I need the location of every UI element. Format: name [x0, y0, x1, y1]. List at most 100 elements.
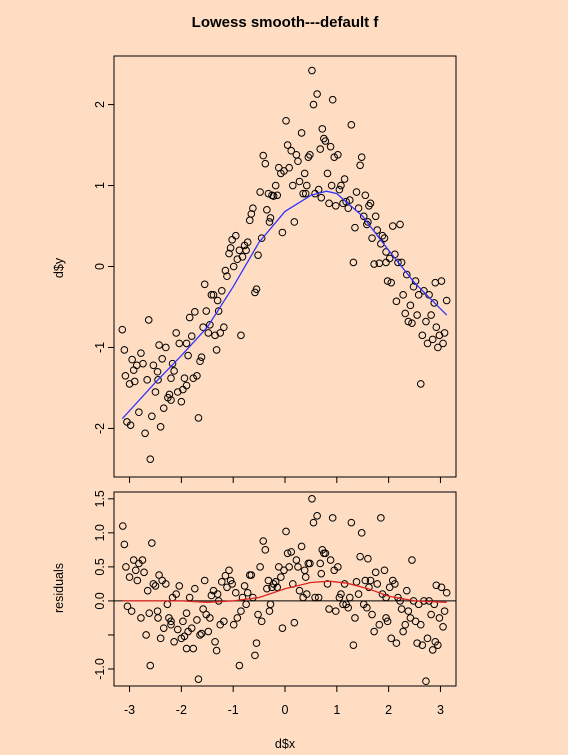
data-point: [340, 175, 349, 183]
data-point: [213, 296, 222, 305]
data-point: [295, 586, 304, 595]
data-point: [225, 566, 233, 575]
data-point: [238, 252, 247, 261]
data-point: [391, 580, 399, 588]
data-point: [159, 404, 168, 412]
data-point: [252, 285, 261, 293]
data-point: [194, 414, 203, 422]
data-point: [401, 620, 410, 629]
data-point: [229, 620, 238, 629]
data-point: [278, 228, 287, 237]
data-point: [418, 641, 427, 649]
data-point: [301, 189, 310, 198]
data-point: [287, 548, 296, 556]
data-point: [325, 605, 333, 613]
data-point: [261, 546, 270, 554]
data-point: [331, 201, 340, 210]
data-point: [282, 527, 290, 536]
data-point: [371, 568, 380, 577]
data-point: [392, 297, 401, 306]
data-point: [302, 181, 311, 190]
data-point: [257, 234, 266, 242]
data-point: [145, 609, 154, 617]
lowess-fit-line: [121, 190, 448, 420]
data-point: [323, 169, 332, 178]
data-point: [168, 359, 177, 368]
data-point: [434, 343, 442, 352]
data-point: [223, 272, 231, 281]
data-point: [126, 421, 135, 429]
data-point: [217, 578, 226, 586]
data-point: [213, 590, 222, 598]
data-point: [172, 329, 180, 337]
data-point: [382, 258, 390, 267]
data-point: [397, 605, 406, 613]
data-point: [172, 590, 180, 598]
bottom-y-tick-label: 0.0: [93, 592, 107, 609]
data-point: [430, 600, 439, 609]
data-point: [413, 311, 421, 319]
data-point: [217, 286, 226, 295]
data-point: [306, 150, 314, 159]
data-point: [278, 624, 287, 632]
data-point: [357, 153, 366, 162]
x-tick-label: -3: [124, 703, 135, 717]
data-point: [357, 529, 366, 537]
data-point: [308, 495, 316, 503]
data-point: [337, 590, 345, 598]
data-point: [140, 568, 148, 577]
data-point: [129, 366, 138, 374]
data-point: [125, 573, 134, 581]
data-point: [368, 610, 376, 619]
data-point: [304, 559, 313, 568]
data-point: [335, 593, 344, 602]
data-point: [141, 429, 149, 438]
data-point: [139, 359, 147, 368]
data-point: [352, 578, 361, 586]
data-point: [439, 339, 447, 348]
data-point: [442, 296, 451, 305]
data-point: [233, 614, 242, 622]
data-point: [151, 388, 160, 396]
data-point: [273, 191, 282, 200]
data-point: [431, 637, 440, 646]
data-point: [220, 617, 228, 626]
data-point: [162, 580, 170, 588]
data-point: [317, 569, 326, 578]
data-point: [420, 286, 428, 295]
data-point: [302, 590, 311, 598]
data-point: [283, 549, 292, 558]
data-point: [240, 582, 249, 590]
data-point: [300, 169, 309, 178]
data-point: [439, 622, 447, 631]
data-point: [294, 157, 302, 166]
data-point: [406, 614, 415, 622]
data-point: [427, 311, 435, 319]
data-point: [265, 218, 274, 226]
data-point: [137, 614, 145, 622]
data-point: [261, 159, 270, 168]
data-point: [118, 325, 127, 334]
data-point: [130, 377, 139, 386]
data-point: [309, 518, 318, 527]
data-point: [408, 556, 416, 564]
data-point: [243, 588, 252, 597]
data-point: [200, 576, 209, 585]
data-point: [259, 151, 268, 160]
top-y-tick-label: -2: [93, 423, 107, 434]
data-point: [299, 189, 307, 198]
data-point: [361, 576, 370, 585]
data-point: [135, 408, 143, 417]
data-point: [165, 390, 174, 399]
x-tick-label: -2: [176, 703, 187, 717]
data-point: [435, 614, 444, 622]
data-point: [314, 593, 323, 602]
data-point: [428, 646, 437, 654]
data-point: [256, 563, 264, 571]
data-point: [344, 204, 353, 213]
data-point: [122, 563, 130, 571]
data-point: [200, 280, 209, 289]
data-point: [264, 576, 273, 585]
data-point: [331, 607, 340, 615]
data-point: [146, 661, 155, 670]
